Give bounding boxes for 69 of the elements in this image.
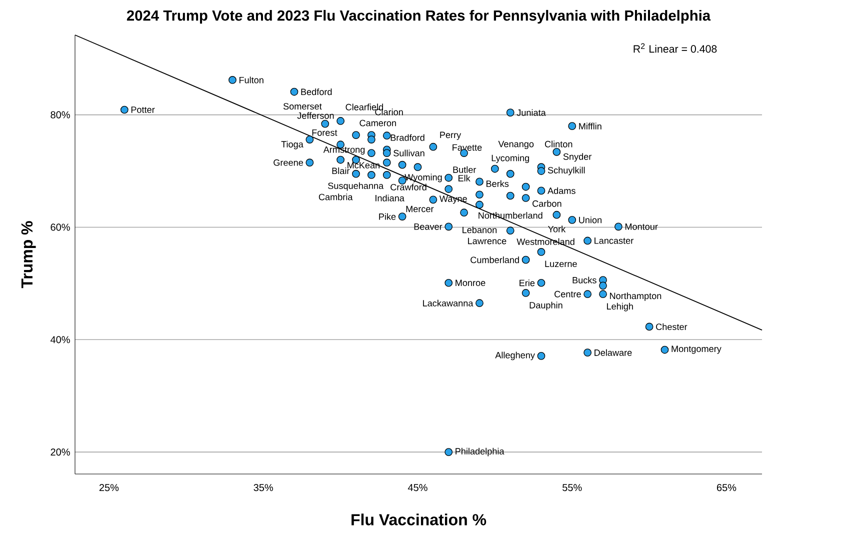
annotation: Philadelphia xyxy=(456,448,504,456)
x-tick-label: 45% xyxy=(408,484,428,492)
annotation: Clinton xyxy=(544,140,572,148)
annotation: Luzerne xyxy=(545,260,577,268)
annotation: Greene xyxy=(274,159,303,166)
annotation: Northampton xyxy=(610,292,662,301)
annotation: McKean xyxy=(348,162,380,168)
y-axis-title: Trump % xyxy=(21,221,36,288)
annotation: Pike xyxy=(379,213,396,220)
annotation: York xyxy=(548,226,566,232)
x-axis-title: Flu Vaccination % xyxy=(352,514,486,526)
annotation: Clearfield xyxy=(346,104,383,110)
y-tick-label: 40% xyxy=(50,336,70,344)
annotation: Lebanon xyxy=(462,226,497,234)
annotation: Forest xyxy=(312,129,338,136)
annotation: Tioga xyxy=(281,140,304,150)
annotation: Dauphin xyxy=(530,302,562,310)
annotation: Snyder xyxy=(563,153,592,162)
annotation: Crawford xyxy=(390,184,426,190)
y-tick-label: 60% xyxy=(50,224,70,231)
annotation: Potter xyxy=(131,106,155,113)
annotation: Mifflin xyxy=(579,122,602,130)
chart-title: 2024 Trump Vote and 2023 Flu Vaccination Rates for Pennsylvania with Philadelphia xyxy=(126,10,711,24)
annotation: R$^{2}$ Linear = 0.408 xyxy=(634,43,717,53)
annotation: Mercer xyxy=(406,206,434,212)
annotation: Venango xyxy=(498,140,534,150)
annotation: Chester xyxy=(656,323,688,330)
annotation: Berks xyxy=(486,180,509,187)
annotation: Erie xyxy=(520,280,535,286)
annotation: Centre xyxy=(554,290,581,298)
annotation: Monroe xyxy=(456,280,486,286)
x-tick-label: 25% xyxy=(99,484,119,492)
annotation: Union xyxy=(579,216,602,224)
annotation: Allegheny xyxy=(495,352,535,360)
annotation: Butler xyxy=(453,166,476,173)
annotation: Jefferson xyxy=(297,112,334,119)
annotation: Susquehanna xyxy=(328,182,384,191)
annotation: Bedford xyxy=(301,88,332,96)
annotation: Cameron xyxy=(360,120,396,126)
annotation: Lycoming xyxy=(492,154,530,164)
x-tick-label: 55% xyxy=(562,484,582,492)
annotation: Somerset xyxy=(283,103,322,110)
annotation: Montour xyxy=(625,223,658,230)
annotation: Beaver xyxy=(414,223,442,230)
y-tick-label: 20% xyxy=(50,448,70,456)
annotation: Lackawanna xyxy=(423,300,474,306)
annotation: Bradford xyxy=(390,134,424,141)
annotation: Carbon xyxy=(532,200,562,207)
annotation: Cambria xyxy=(318,194,353,200)
annotation: Clarion xyxy=(375,108,403,116)
annotation: Lancaster xyxy=(594,238,634,244)
annotation: Indiana xyxy=(376,194,404,202)
annotation: Sullivan xyxy=(394,150,424,156)
annotation: Cumberland xyxy=(470,256,519,264)
annotation: Lehigh xyxy=(607,302,633,312)
x-tick-label: 35% xyxy=(254,484,273,492)
annotation: Perry xyxy=(440,132,462,140)
annotation: Delaware xyxy=(594,349,632,356)
annotation: Montgomery xyxy=(672,346,722,354)
annotation: Juniata xyxy=(516,109,546,116)
annotation: Bucks xyxy=(572,276,596,284)
y-tick-label: 80% xyxy=(50,111,70,118)
annotation: Elk xyxy=(458,174,470,182)
x-tick-label: 65% xyxy=(716,484,736,492)
annotation: Fulton xyxy=(240,76,264,84)
annotation: Schuylkill xyxy=(548,166,585,176)
annotation: Blair xyxy=(332,167,350,174)
annotation: Lawrence xyxy=(468,238,506,244)
annotation: Adams xyxy=(548,187,576,194)
